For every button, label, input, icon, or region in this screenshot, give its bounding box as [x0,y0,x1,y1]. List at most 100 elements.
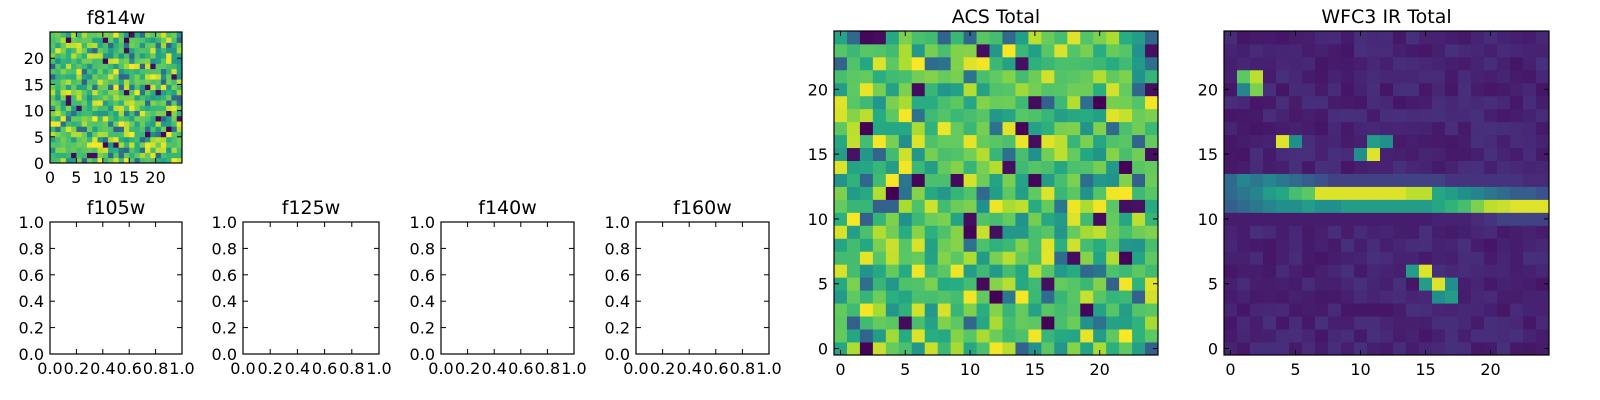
heatmap-cell [65,136,72,143]
heatmap-cell [1510,342,1524,356]
heatmap-cell [1067,199,1081,213]
heatmap-cell [1432,329,1446,343]
heatmap-cell [937,277,952,291]
heatmap-cell [1393,173,1407,187]
heatmap-cell [1510,147,1524,161]
heatmap-cell [1054,160,1068,174]
heatmap-cell [963,108,977,123]
heatmap-cell [1106,82,1120,97]
y-tick-label: 0.2 [212,319,237,338]
heatmap-cell [1510,329,1524,343]
heatmap-cell [1015,82,1029,97]
heatmap-cell [1302,134,1316,149]
heatmap-cell [113,89,120,96]
heatmap-cell [176,84,183,91]
heatmap-cell [1523,225,1537,239]
heatmap-cell [1041,199,1055,213]
heatmap-cell [171,84,178,91]
x-tick-label: 1.0 [561,359,586,378]
heatmap-cell [1510,251,1524,265]
heatmap-cell [81,37,88,43]
heatmap-cell [1419,316,1433,330]
heatmap-cell [155,100,162,106]
heatmap-cell [1432,342,1446,356]
heatmap-cell [1119,147,1133,161]
heatmap-cell [1015,212,1029,226]
heatmap-cell [911,290,926,304]
heatmap-cell [1328,329,1342,343]
heatmap-cell [134,152,141,159]
heatmap-cell [1419,134,1433,149]
heatmap-cell [86,110,93,117]
heatmap-cell [1106,264,1120,278]
heatmap-cell [160,37,167,43]
heatmap-cell [911,134,926,149]
heatmap-cell [976,69,990,84]
heatmap-cell [1380,342,1394,356]
heatmap-cell [76,42,83,49]
heatmap-cell [176,142,183,148]
heatmap-cell [81,147,88,153]
heatmap-cell [1054,225,1068,239]
heatmap-cell [176,115,183,122]
heatmap-cell [1523,251,1537,265]
axes-frame [242,221,380,355]
heatmap-cell [65,142,72,148]
heatmap-cell [1067,160,1081,174]
heatmap-cell [1380,82,1394,97]
heatmap-cell [834,199,848,213]
heatmap-cell [81,84,88,91]
heatmap-cell [176,73,183,80]
heatmap-cell [145,136,151,143]
heatmap-cell [1484,303,1498,317]
heatmap-cell [976,199,990,213]
heatmap-cell [1028,316,1042,330]
heatmap-cell [976,212,990,226]
heatmap-cell [1002,225,1016,239]
heatmap-cell [129,121,135,127]
heatmap-cell [92,131,98,138]
heatmap-cell [86,115,93,122]
heatmap-cell [1367,303,1381,317]
heatmap-cell [92,115,98,122]
heatmap-cell [1315,342,1329,356]
heatmap-cell [1458,121,1472,136]
heatmap-cell [1289,95,1303,110]
heatmap-cell [1315,134,1329,149]
heatmap-cell [102,100,109,106]
heatmap-cell [1406,277,1420,291]
heatmap-cell [108,37,114,43]
heatmap-cell [924,56,939,71]
heatmap-cell [1276,212,1290,226]
y-tick-label: 10 [808,210,828,229]
heatmap-cell [1432,238,1446,252]
heatmap-cell [872,212,887,226]
heatmap-cell [989,69,1003,84]
heatmap-cell [81,32,88,38]
heatmap-cell [1302,199,1316,213]
heatmap-cell [1080,56,1094,71]
heatmap-cell [139,126,146,132]
heatmap-cell [1419,95,1433,110]
heatmap-cell [176,110,183,117]
heatmap-cell [872,225,887,239]
heatmap-cell [86,157,93,164]
heatmap-cell [1471,238,1485,252]
heatmap-cell [71,47,77,54]
heatmap-cell [1028,134,1042,149]
heatmap-cell [1458,95,1472,110]
heatmap-cell [129,115,135,122]
heatmap-cell [113,79,120,85]
heatmap-cell [834,56,848,71]
heatmap-cell [1132,251,1146,265]
heatmap-cell [1080,160,1094,174]
heatmap-cell [86,142,93,148]
heatmap-cell [1445,31,1459,45]
heatmap-cell [885,251,900,265]
heatmap-cell [1093,121,1107,136]
heatmap-cell [108,105,114,111]
heatmap-cell [55,100,61,106]
heatmap-cell [1132,277,1146,291]
heatmap-cell [1093,225,1107,239]
heatmap-cell [1393,69,1407,84]
